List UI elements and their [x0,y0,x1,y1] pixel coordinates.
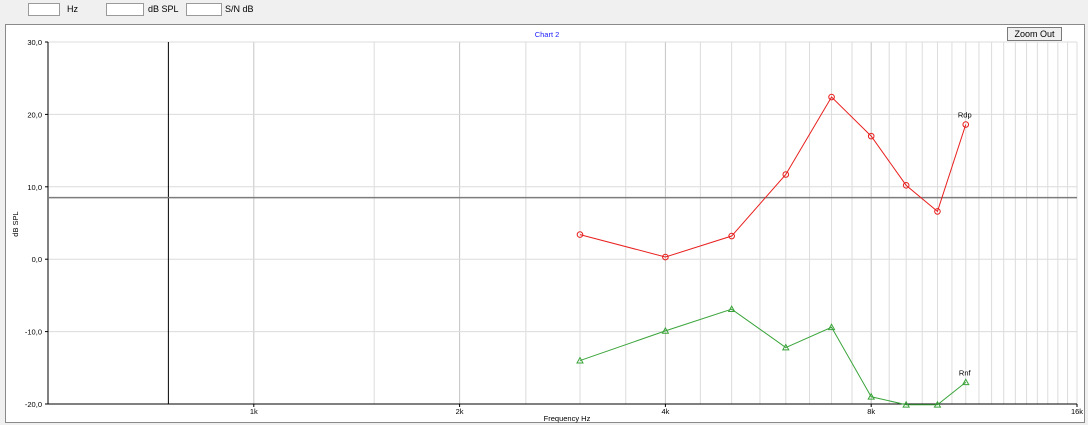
series-rnf-point [933,400,942,408]
sn-db-label: S/N dB [225,4,254,14]
series-rdp-label: Rdp [958,111,972,120]
grid [48,41,1078,405]
y-tick-label: 30,0 [27,38,42,47]
y-tick-label: 10,0 [27,183,42,192]
y-tick-label: 0,0 [32,255,42,264]
series-rdp-point [662,253,669,261]
db-spl-field[interactable] [106,3,144,16]
series-layer: Rdp Rnf [576,93,972,408]
hz-field[interactable] [28,3,60,16]
x-tick-label: 16k [1071,407,1083,416]
y-axis-label: dB SPL [11,211,20,236]
db-spl-label: dB SPL [148,4,179,14]
series-rdp-point [576,231,584,238]
tick-labels: 1k 2k 4k 8k 16k 30,0 20,0 10,0 0,0 -10,0 -20,0 [25,38,1083,416]
series-rnf-line [579,308,967,406]
series-rdp-point [828,93,835,101]
x-tick-label: 4k [661,407,669,416]
series-rnf-point [827,323,836,331]
series-rdp-point [728,232,735,240]
chart-title: Chart 2 [535,30,560,39]
zoom-out-button[interactable]: Zoom Out [1007,27,1062,41]
series-rdp-point [934,208,941,215]
x-tick-label: 2k [456,407,464,416]
y-tick-label: 20,0 [27,110,42,119]
x-tick-label: 1k [250,407,258,416]
series-rdp-line [579,96,967,258]
series-rnf-point [661,326,670,334]
chart-frame [5,24,1085,423]
series-rnf-point [727,305,736,313]
series-rnf-point [867,392,876,400]
series-rnf-point [902,400,911,408]
series-rdp-point [782,171,790,178]
sn-db-field[interactable] [186,3,222,16]
series-rnf-point [961,378,970,386]
y-tick-label: -20,0 [25,400,42,409]
axes [45,41,1078,407]
series-rdp-point [867,132,875,140]
series-rdp-point [962,121,970,128]
series-rnf-point [781,343,790,351]
hz-label: Hz [67,4,78,14]
series-rdp-point [902,182,910,189]
series-rnf-point [576,356,584,364]
x-tick-label: 8k [867,407,875,416]
x-axis-label: Frequency Hz [544,414,591,423]
overlay [48,42,1077,404]
toolbar: Hz dB SPL S/N dB [0,0,1088,22]
y-tick-label: -10,0 [25,328,42,337]
series-rnf-label: Rnf [959,368,972,377]
